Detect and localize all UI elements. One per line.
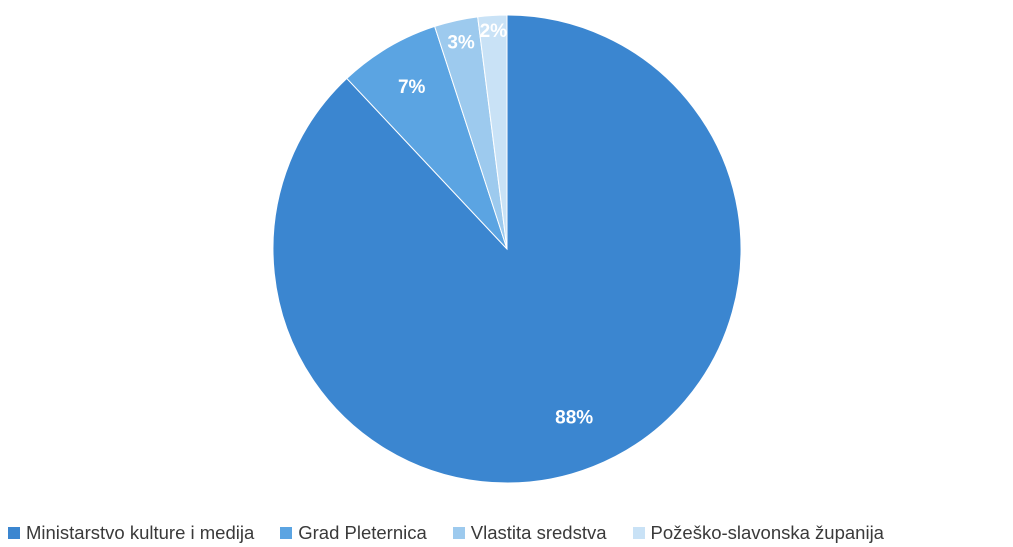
legend-swatch <box>632 527 645 539</box>
data-label-ministarstvo: 88% <box>555 408 593 429</box>
legend-label: Požeško-slavonska županija <box>650 522 884 543</box>
legend-label: Ministarstvo kulture i medija <box>26 522 255 543</box>
legend-item-ministarstvo: Ministarstvo kulture i medija <box>8 522 254 544</box>
legend-item-vlastita-sredstva: Vlastita sredstva <box>452 522 607 544</box>
legend-swatch <box>280 527 293 539</box>
pie-slice-grad-pleternica <box>346 25 508 250</box>
pie-data-labels: 88% 7% 3%2% <box>398 21 593 429</box>
legend-swatch <box>452 527 465 539</box>
legend-item-grad-pleternica: Grad Pleternica <box>280 522 427 544</box>
data-label-pozesko-slavonska: 2% <box>480 21 508 42</box>
data-label-vlastita-sredstva: 3% <box>447 33 475 54</box>
legend-swatch <box>8 527 20 539</box>
legend-item-pozesko-slavonska: Požeško-slavonska županija <box>632 522 884 544</box>
pie-slice-pozesko-slavonska <box>477 14 508 250</box>
legend-label: Grad Pleternica <box>298 522 427 543</box>
chart-legend: Ministarstvo kulture i medija Grad Pleter… <box>8 520 1008 546</box>
pie-slices <box>272 14 742 484</box>
legend-label: Vlastita sredstva <box>470 522 607 543</box>
data-label-grad-pleternica: 7% <box>398 77 426 98</box>
